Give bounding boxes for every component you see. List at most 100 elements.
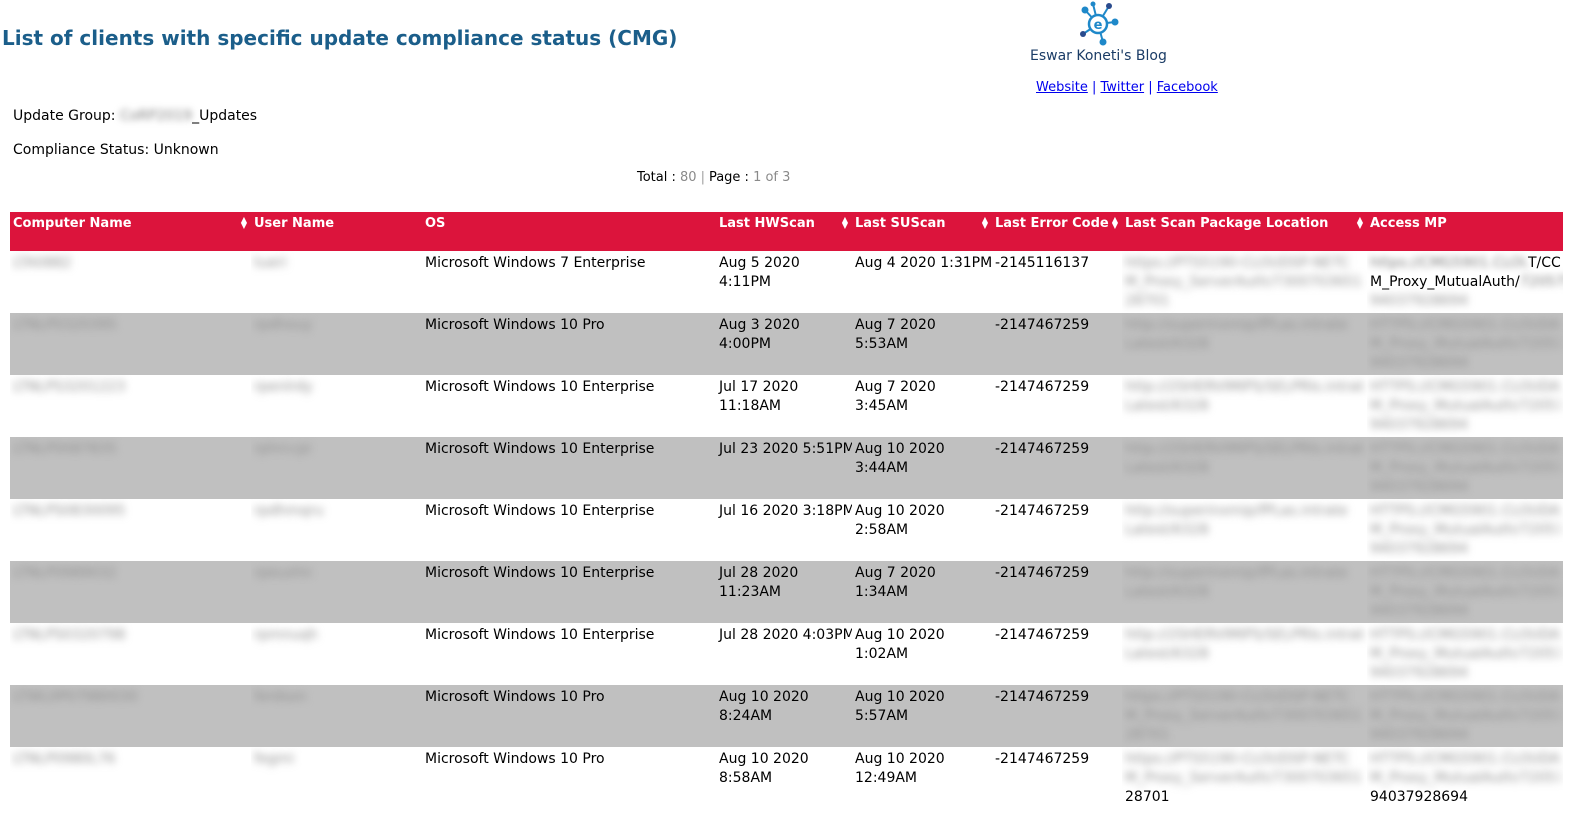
package-location-redacted: Latest/6328: [1125, 460, 1209, 476]
user-name-cell: rpdhmqru: [251, 499, 422, 561]
suscan-time: 5:57AM: [855, 708, 909, 724]
update-group-label: Update Group:: [13, 108, 116, 124]
last-suscan-cell: Aug 10 2020 1:02AM: [852, 623, 992, 685]
hwscan-date: Aug 10 2020: [719, 751, 809, 767]
user-name-redacted: rpmnuqh: [254, 627, 318, 643]
access-mp-cell: HTTPS://CMG5901.CLOUDAPP.NETCC M_Proxy_Mu…: [1367, 685, 1563, 747]
error-code-value: -2147467259: [995, 627, 1090, 643]
scan-package-location-cell: http://2SHERVIMIPS/SELPRIs.intrate Latest…: [1122, 623, 1367, 685]
sort-icon[interactable]: ▲ ▼: [1111, 215, 1119, 230]
package-location-tail: 28701: [1125, 293, 1170, 309]
last-hwscan-cell: Jul 28 2020 4:03PM: [716, 623, 852, 685]
page-label: Page :: [708, 170, 749, 185]
error-code-value: -2147467259: [995, 751, 1090, 767]
access-mp-visible: M_Proxy_MutualAuth/: [1370, 274, 1520, 290]
twitter-link[interactable]: Twitter: [1100, 80, 1145, 95]
last-suscan-cell: Aug 7 2020 1:34AM: [852, 561, 992, 623]
hwscan-date: Aug 3 2020: [719, 317, 800, 333]
user-name-cell: rphrccpi: [251, 437, 422, 499]
suscan-date: Aug 10 2020: [855, 751, 945, 767]
access-mp-redacted: 94037928694: [1370, 727, 1468, 743]
hwscan-date: Jul 23 2020 5:51PM: [719, 441, 852, 457]
access-mp-redacted: HTTPS://CMG5901.CLOUDAPP.NETCC: [1370, 317, 1561, 333]
hwscan-time: 11:18AM: [719, 398, 782, 414]
sort-icon[interactable]: ▲ ▼: [841, 215, 849, 230]
computer-name-cell: LTWL0P07980030: [10, 685, 251, 747]
access-mp-cell: https://CMG5901.CLOUDAPP.NET/CCM_Proxy_M…: [1367, 251, 1563, 313]
hwscan-date: Jul 17 2020: [719, 379, 799, 395]
error-code-value: -2147467259: [995, 441, 1090, 457]
hwscan-date: Aug 10 2020: [719, 689, 809, 705]
access-mp-redacted: 94037928694: [1370, 541, 1468, 557]
hwscan-date: Jul 28 2020 4:03PM: [719, 627, 852, 643]
link-separator: |: [1148, 80, 1153, 95]
error-code-value: -2147467259: [995, 689, 1090, 705]
last-error-code-cell: -2147467259: [992, 623, 1122, 685]
suscan-date: Aug 10 2020: [855, 503, 945, 519]
package-location-redacted: http://2SHERVIMIPS/SELPRIs.intrate: [1125, 627, 1365, 643]
suscan-time: 5:53AM: [855, 336, 909, 352]
column-header-computer-name[interactable]: Computer Name ▲ ▼: [10, 212, 251, 251]
hwscan-time: 11:23AM: [719, 584, 782, 600]
last-error-code-cell: -2147467259: [992, 685, 1122, 747]
scan-package-location-cell: https://PTS5190-CLOUDSP-NETC M_Proxy_Serv…: [1122, 685, 1367, 747]
hwscan-time: 8:24AM: [719, 708, 773, 724]
os-value: Microsoft Windows 10 Pro: [425, 751, 605, 767]
user-name-cell: fegmi: [251, 747, 422, 807]
table-row: LTNLP0320395 rpdhouy Microsoft Windows 10 …: [10, 313, 1563, 375]
package-location-redacted: Latest/6328: [1125, 584, 1209, 600]
column-header-last-error-code[interactable]: Last Error Code ▲ ▼: [992, 212, 1122, 251]
package-location-redacted: https://PTS5190-CLOUDSP-NETC: [1125, 255, 1350, 271]
computer-name-cell: LTNLPS0830095: [10, 499, 251, 561]
column-header-os: OS: [422, 212, 716, 251]
os-cell: Microsoft Windows 10 Pro: [422, 747, 716, 807]
computer-name-cell: LTA0882: [10, 251, 251, 313]
hwscan-time: 8:58AM: [719, 770, 773, 786]
column-header-label: Last Scan Package Location: [1125, 216, 1329, 231]
os-cell: Microsoft Windows 10 Enterprise: [422, 437, 716, 499]
table-row: LTNLP0989032 rpeuxhn Microsoft Windows 10 …: [10, 561, 1563, 623]
blog-logo: e Eswar Koneti's Blog: [1030, 0, 1167, 70]
suscan-time: 2:58AM: [855, 522, 909, 538]
suscan-date: Aug 4 2020 1:31PM: [855, 255, 992, 271]
user-name-cell: rpmnuqh: [251, 623, 422, 685]
access-mp-cell: HTTPS://CMG5901.CLOUDAPP.NETCC M_Proxy_Mu…: [1367, 561, 1563, 623]
package-location-redacted: http://superinxmip/fPLas.intrate: [1125, 565, 1348, 581]
package-location-redacted: Latest/6328: [1125, 646, 1209, 662]
computer-name-redacted: LTWL0P07980030: [13, 689, 138, 705]
last-suscan-cell: Aug 4 2020 1:31PM: [852, 251, 992, 313]
column-header-last-scan-package-location[interactable]: Last Scan Package Location ▲ ▼: [1122, 212, 1367, 251]
package-location-redacted: http://superinxmip/fPLas.intrate: [1125, 503, 1348, 519]
access-mp-redacted: M_Proxy_MutualAuth/720575: [1370, 460, 1561, 476]
access-mp-redacted: HTTPS://CMG5901.CLOUDAPP.NETCC: [1370, 441, 1561, 457]
table-row: LTNLP0980L76 fegmi Microsoft Windows 10 Pr…: [10, 747, 1563, 807]
compliance-status-value: Unknown: [153, 142, 219, 158]
os-value: Microsoft Windows 7 Enterprise: [425, 255, 646, 271]
column-header-last-hwscan[interactable]: Last HWScan ▲ ▼: [716, 212, 852, 251]
table-row: LTNLPS0830095 rpdhmqru Microsoft Windows 1…: [10, 499, 1563, 561]
website-link[interactable]: Website: [1036, 80, 1088, 95]
facebook-link[interactable]: Facebook: [1156, 80, 1218, 95]
last-error-code-cell: -2147467259: [992, 561, 1122, 623]
last-hwscan-cell: Jul 17 2020 11:18AM: [716, 375, 852, 437]
os-cell: Microsoft Windows 10 Pro: [422, 313, 716, 375]
report-title: List of clients with specific update com…: [2, 26, 678, 50]
column-header-access-mp: Access MP: [1367, 212, 1563, 251]
sort-icon[interactable]: ▲ ▼: [981, 215, 989, 230]
column-header-last-suscan[interactable]: Last SUScan ▲ ▼: [852, 212, 992, 251]
column-header-label: Last HWScan: [719, 216, 815, 231]
table-row: LTA0882 tueri Microsoft Windows 7 Enterpri…: [10, 251, 1563, 313]
user-name-redacted: ferdsxn: [254, 689, 307, 705]
access-mp-redacted: 94037928694: [1370, 355, 1468, 371]
table-row: LTWL0P07980030 ferdsxn Microsoft Windows 1…: [10, 685, 1563, 747]
access-mp-redacted: HTTPS://CMG5901.CLOUDAPP.NETCC: [1370, 565, 1561, 581]
sort-icon[interactable]: ▲ ▼: [1356, 215, 1364, 230]
scan-package-location-cell: http://2SHERVIMIPS/SELPRIs.intrate Latest…: [1122, 375, 1367, 437]
sort-icon[interactable]: ▲ ▼: [240, 215, 248, 230]
access-mp-redacted: HTTPS://CMG5901.CLOUDAPP.NETCC: [1370, 751, 1561, 767]
hwscan-time: 4:11PM: [719, 274, 771, 290]
computer-name-cell: LTNLPS0320798: [10, 623, 251, 685]
scan-package-location-cell: https://PTS5190-CLOUDSP-NETC M_Proxy_Serv…: [1122, 251, 1367, 313]
last-hwscan-cell: Aug 3 2020 4:00PM: [716, 313, 852, 375]
